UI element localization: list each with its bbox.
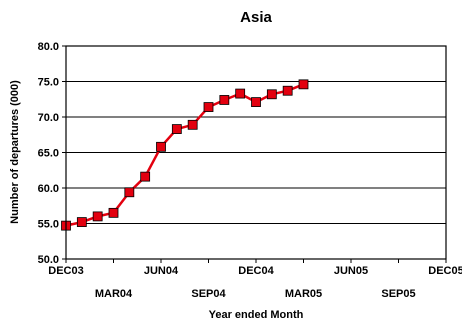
data-point-marker — [282, 85, 293, 96]
y-tick-label: 50.0 — [38, 254, 59, 266]
data-point-marker — [219, 95, 230, 105]
y-axis-ticks: 50.0 55.0 60.0 65.0 70.0 75.0 80.0 — [38, 41, 66, 266]
y-tick-label: 65.0 — [38, 148, 59, 160]
y-tick-label: 70.0 — [38, 112, 59, 124]
plot-area-frame — [65, 45, 447, 260]
data-point-marker — [203, 102, 214, 112]
x-axis-ticks: DEC03 MAR04 JUN04 SEP04 DEC04 MAR05 JUN05 SEP05… — [48, 259, 462, 300]
data-point-marker — [92, 211, 103, 222]
y-tick-label: 60.0 — [38, 183, 59, 195]
data-point-marker — [124, 187, 135, 198]
data-point-marker — [298, 79, 309, 90]
x-tick-label: DEC04 — [238, 265, 274, 277]
x-tick-label: MAR04 — [95, 288, 133, 300]
x-axis-title: Year ended Month — [209, 309, 304, 321]
data-point-marker — [187, 119, 198, 130]
data-point-marker — [235, 88, 246, 99]
y-tick-label: 80.0 — [38, 41, 59, 53]
y-tick-label: 55.0 — [38, 219, 59, 231]
chart-title: Asia — [240, 9, 272, 26]
x-tick-label: SEP04 — [191, 288, 226, 300]
data-point-marker — [140, 171, 151, 182]
y-tick-label: 75.0 — [38, 77, 59, 89]
y-axis-title: Number of departures (000) — [9, 80, 21, 224]
series-line — [65, 83, 304, 227]
data-point-marker — [156, 141, 166, 152]
data-point-marker — [171, 124, 182, 134]
data-point-marker — [251, 97, 261, 107]
data-point-marker — [108, 207, 119, 218]
x-tick-label: SEP05 — [381, 288, 415, 300]
x-tick-label: JUN05 — [334, 265, 368, 277]
x-tick-label: DEC05 — [428, 265, 462, 277]
data-point-marker — [76, 217, 87, 227]
x-tick-label: MAR05 — [285, 288, 322, 300]
data-point-marker — [266, 89, 277, 100]
x-tick-label: JUN04 — [144, 265, 179, 277]
x-tick-label: DEC03 — [48, 265, 83, 277]
data-series — [61, 79, 309, 231]
